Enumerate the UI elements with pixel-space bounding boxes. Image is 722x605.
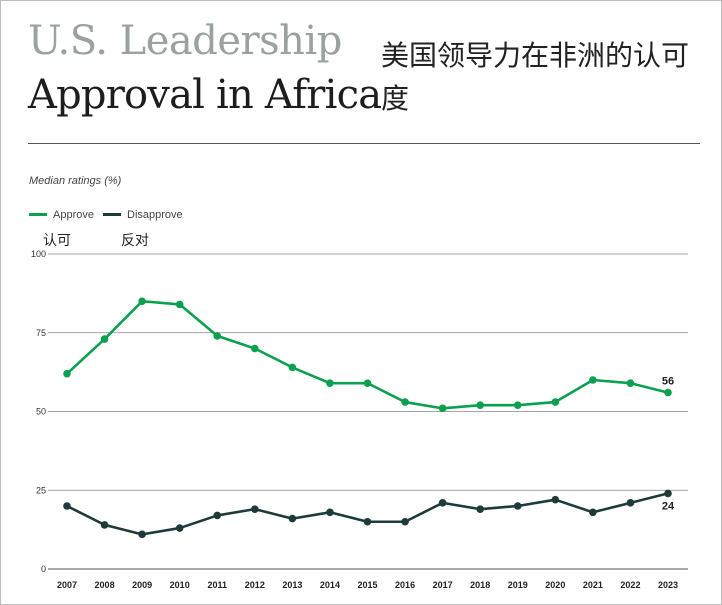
data-point xyxy=(513,502,522,510)
data-point xyxy=(401,398,409,406)
y-tick-label: 75 xyxy=(36,328,46,338)
y-tick-label: 0 xyxy=(41,564,46,574)
legend-item-approve: Approve xyxy=(29,209,94,221)
x-tick-label: 2019 xyxy=(508,580,528,590)
data-point xyxy=(438,499,447,507)
data-point xyxy=(175,524,184,532)
x-tick-label: 2014 xyxy=(320,580,340,590)
x-tick-label: 2011 xyxy=(207,580,227,590)
y-tick-label: 25 xyxy=(36,485,46,495)
x-tick-label: 2015 xyxy=(357,580,377,590)
data-point xyxy=(213,511,222,520)
data-label-disapprove: 24 xyxy=(662,500,675,512)
legend-swatch-approve xyxy=(29,212,47,216)
y-tick-label: 50 xyxy=(36,407,46,417)
data-point xyxy=(476,505,484,513)
title-line-1: U.S. Leadership xyxy=(28,18,342,64)
data-point xyxy=(476,401,484,410)
data-point xyxy=(138,530,146,539)
data-point xyxy=(63,369,71,378)
data-point xyxy=(326,379,334,387)
x-tick-label: 2016 xyxy=(395,580,415,590)
x-tick-label: 2010 xyxy=(170,580,190,590)
legend-label-disapprove-cn: 反对 xyxy=(121,232,149,248)
y-tick-label: 100 xyxy=(31,249,46,259)
data-point xyxy=(401,517,409,526)
legend-label-approve-cn: 认可 xyxy=(43,232,71,248)
legend-label-approve: Approve xyxy=(53,209,94,221)
series-line-disapprove xyxy=(65,492,670,536)
data-point xyxy=(100,521,109,529)
data-point xyxy=(664,388,672,397)
data-point xyxy=(288,363,297,372)
legend-swatch-disapprove xyxy=(103,212,121,216)
data-point xyxy=(251,344,259,353)
x-tick-label: 2012 xyxy=(245,580,265,590)
data-point xyxy=(138,297,146,306)
data-point xyxy=(551,495,560,504)
x-tick-label: 2008 xyxy=(95,580,115,590)
data-point xyxy=(664,489,672,498)
data-point xyxy=(513,401,522,410)
x-tick-label: 2009 xyxy=(132,580,152,590)
data-point xyxy=(288,514,297,523)
legend-item-disapprove: Disapprove xyxy=(103,209,183,221)
data-point xyxy=(213,332,222,340)
data-point xyxy=(589,376,597,384)
x-tick-label: 2007 xyxy=(57,580,77,590)
x-tick-label: 2021 xyxy=(583,580,603,590)
data-point xyxy=(363,517,372,526)
data-point xyxy=(100,335,109,343)
title-chinese: 美国领导力在非洲的认可度 xyxy=(381,39,690,115)
title-divider xyxy=(28,143,700,144)
x-tick-label: 2013 xyxy=(282,580,302,590)
data-point xyxy=(589,508,597,517)
data-point xyxy=(626,379,635,387)
data-label-approve: 56 xyxy=(662,376,674,388)
data-point xyxy=(551,398,560,406)
x-tick-label: 2022 xyxy=(620,580,640,590)
chart-subtitle: Median ratings (%) xyxy=(29,175,122,187)
data-point xyxy=(626,499,635,507)
x-tick-label: 2018 xyxy=(470,580,490,590)
series-line-approve xyxy=(65,299,670,410)
data-point xyxy=(326,508,334,517)
x-tick-label: 2017 xyxy=(433,580,453,590)
data-point xyxy=(438,404,447,413)
data-point xyxy=(363,379,372,387)
data-point xyxy=(251,505,259,513)
data-point xyxy=(63,502,71,510)
title-line-2: Approval in Africa xyxy=(28,72,382,118)
legend-label-disapprove: Disapprove xyxy=(127,209,183,221)
x-tick-label: 2020 xyxy=(545,580,565,590)
data-point xyxy=(175,300,184,309)
x-tick-label: 2023 xyxy=(658,580,678,590)
